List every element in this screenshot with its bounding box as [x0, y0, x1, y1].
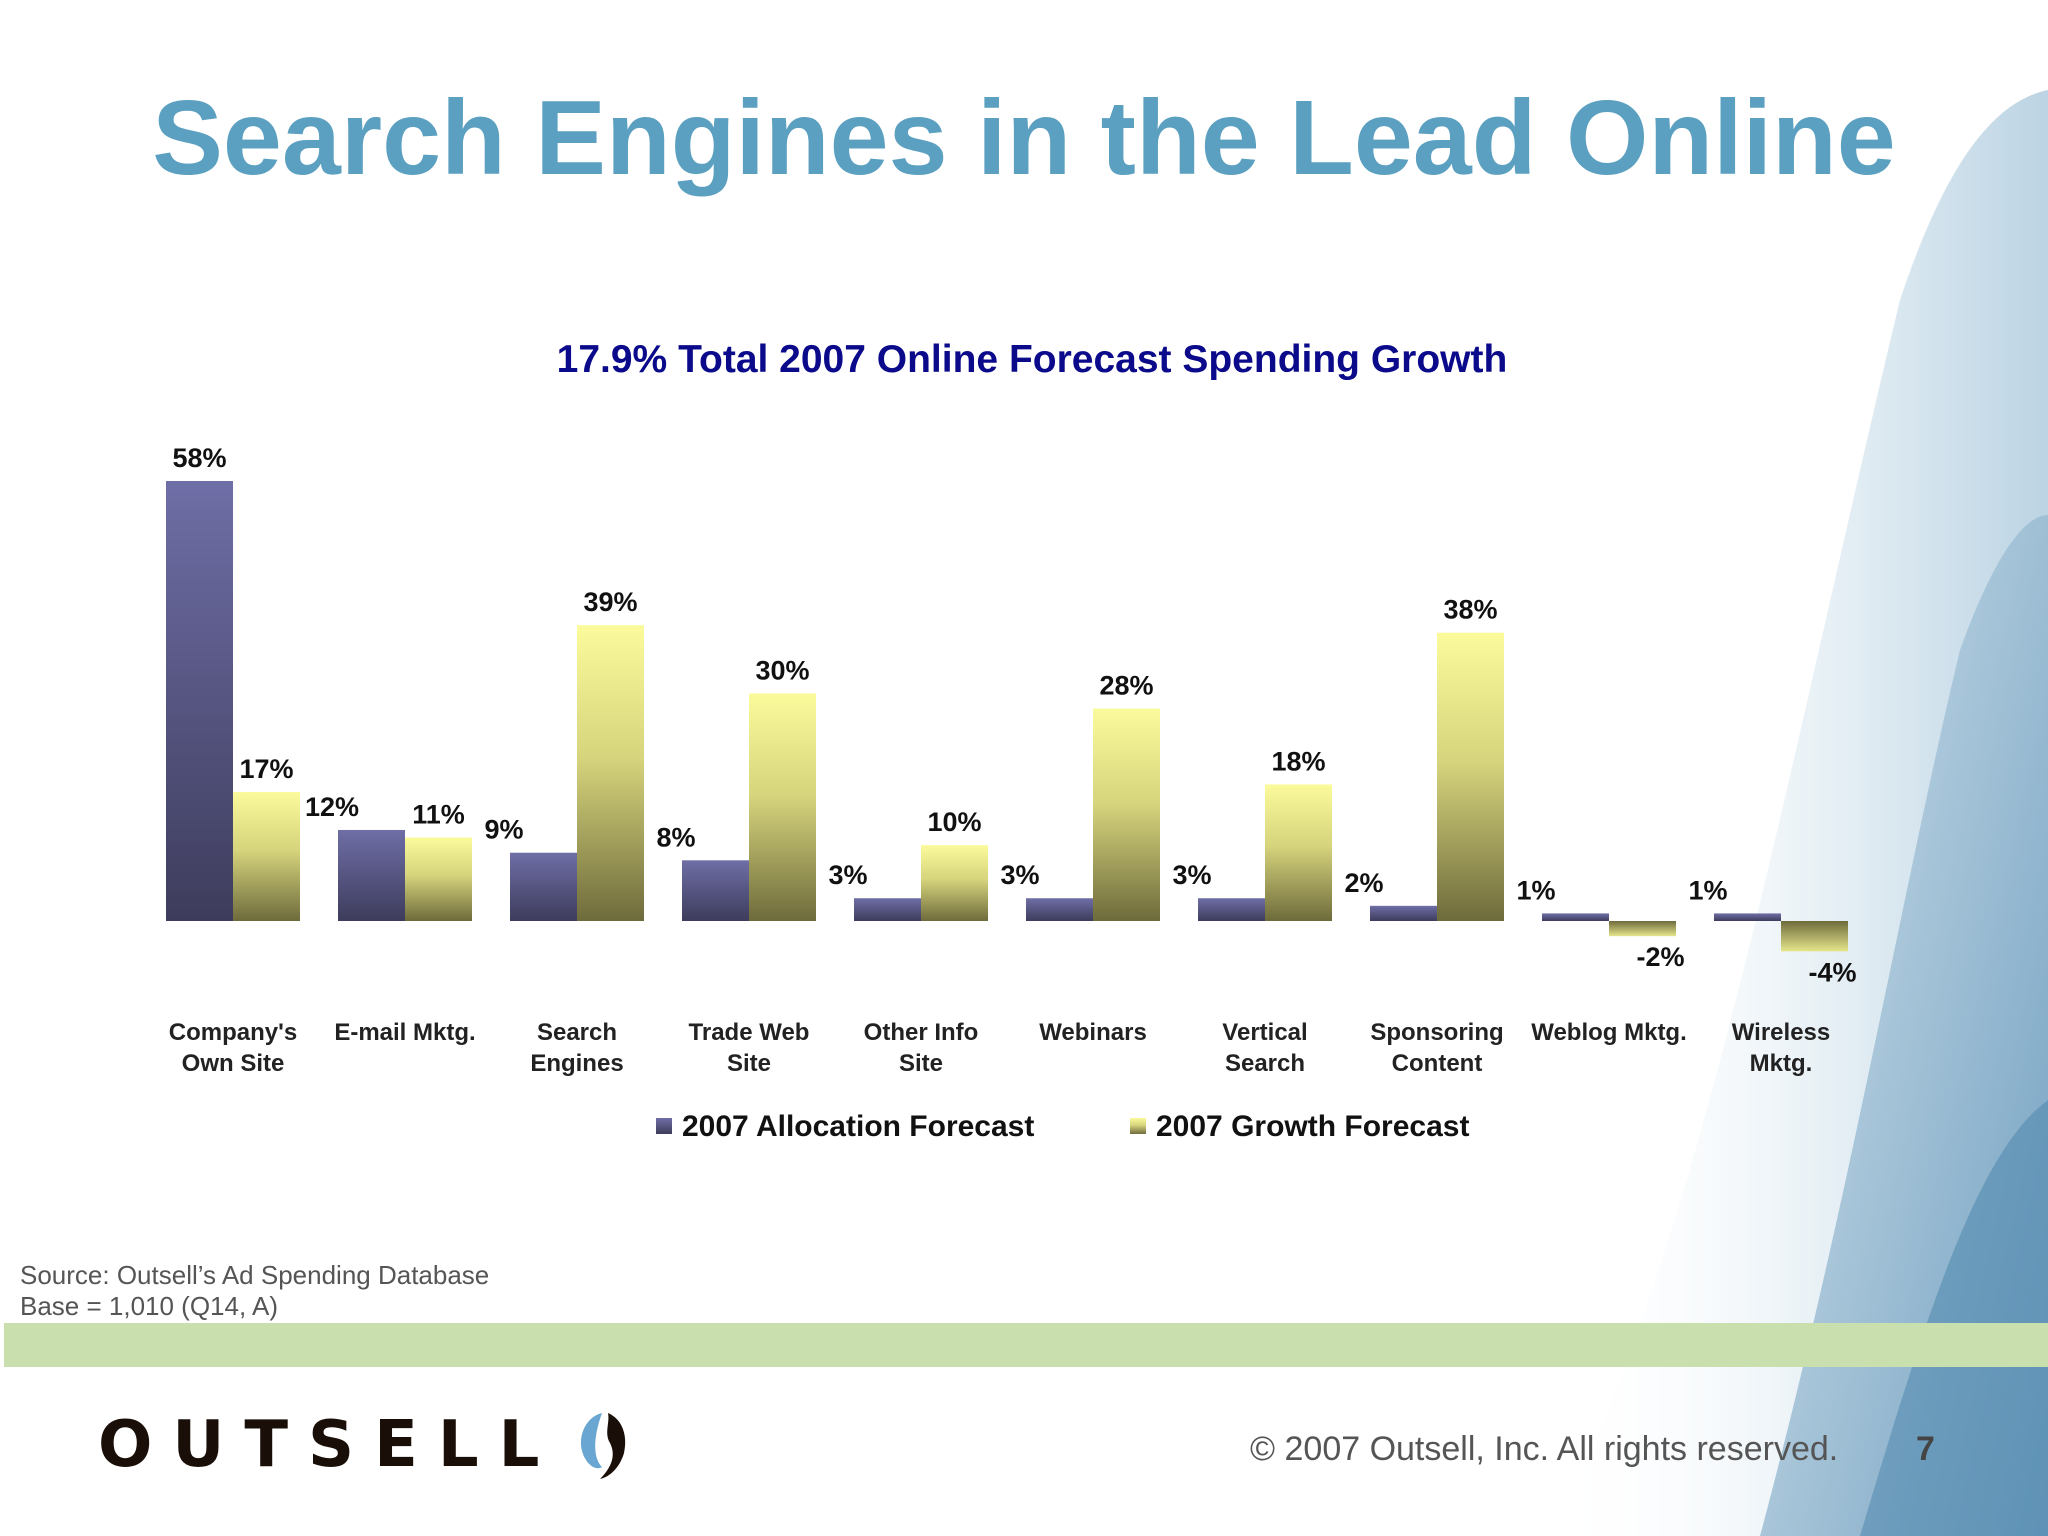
- growth-bar: [1609, 921, 1676, 937]
- data-label: -4%: [1808, 957, 1856, 987]
- category-label: Mktg.: [1750, 1050, 1813, 1077]
- data-label: 3%: [1000, 860, 1039, 890]
- data-label: 9%: [484, 815, 523, 845]
- data-label: 17%: [239, 754, 293, 784]
- logo-wordmark: OUTSELL: [98, 1408, 560, 1482]
- growth-bar: [1093, 708, 1160, 921]
- category-label: Webinars: [1039, 1019, 1147, 1046]
- allocation-bar: [1198, 898, 1265, 921]
- data-label: 38%: [1443, 595, 1497, 625]
- growth-bar: [749, 693, 816, 921]
- data-label: 58%: [172, 443, 226, 473]
- category-label: Site: [727, 1050, 771, 1077]
- category-label: Wireless: [1732, 1019, 1831, 1046]
- growth-bar: [1437, 632, 1504, 921]
- bars-group: [166, 481, 1848, 952]
- growth-bar: [1781, 921, 1848, 952]
- chart-title: 17.9% Total 2007 Online Forecast Spendin…: [557, 338, 1508, 381]
- footer-band: [4, 1323, 2048, 1367]
- growth-bar: [233, 792, 300, 921]
- allocation-bar: [682, 860, 749, 921]
- data-label: 28%: [1099, 671, 1153, 701]
- legend-swatch: [656, 1118, 672, 1134]
- logo-mark-icon: [580, 1413, 626, 1479]
- copyright-notice: © 2007 Outsell, Inc. All rights reserved…: [1250, 1430, 1839, 1468]
- category-label: Own Site: [182, 1050, 285, 1077]
- category-label: Other Info: [864, 1019, 979, 1046]
- category-label: Trade Web: [689, 1019, 810, 1046]
- page-number: 7: [1916, 1430, 1935, 1468]
- category-label: Search: [1225, 1050, 1305, 1077]
- legend: 2007 Allocation Forecast 2007 Growth Fore…: [656, 1110, 1469, 1143]
- category-label: Content: [1392, 1050, 1483, 1077]
- category-label: Company's: [169, 1019, 297, 1046]
- category-label: Weblog Mktg.: [1531, 1019, 1687, 1046]
- category-labels-group: Company's Own Site E-mail Mktg. Search Engin…: [169, 1019, 1830, 1077]
- data-label: -2%: [1636, 942, 1684, 972]
- slide-title: Search Engines in the Lead Online: [152, 79, 1896, 197]
- data-label: 11%: [412, 800, 465, 830]
- category-label: Engines: [530, 1050, 623, 1077]
- legend-label: 2007 Allocation Forecast: [682, 1110, 1034, 1143]
- allocation-bar: [338, 829, 405, 921]
- value-labels-group: 58% 17% 12% 11% 9% 39% 8% 30% 3% 10% 3% 28% 3% 18% 2% 3…: [172, 443, 1856, 987]
- allocation-bar: [854, 898, 921, 921]
- allocation-bar: [1370, 905, 1437, 921]
- data-label: 8%: [656, 822, 695, 852]
- source-note: Source: Outsell’s Ad Spending Database B…: [20, 1260, 489, 1322]
- data-label: 1%: [1688, 875, 1727, 905]
- data-label: 3%: [1172, 860, 1211, 890]
- data-label: 30%: [755, 655, 809, 685]
- legend-label: 2007 Growth Forecast: [1156, 1110, 1469, 1143]
- bar-chart: 17.9% Total 2007 Online Forecast Spendin…: [166, 338, 1857, 1143]
- data-label: 12%: [305, 792, 359, 822]
- category-label: Vertical: [1222, 1019, 1307, 1046]
- allocation-bar: [1026, 898, 1093, 921]
- growth-bar: [921, 845, 988, 921]
- source-line: Source: Outsell’s Ad Spending Database: [20, 1260, 490, 1290]
- data-label: 10%: [927, 807, 981, 837]
- allocation-bar: [510, 852, 577, 921]
- allocation-bar: [1542, 913, 1609, 921]
- outsell-logo: OUTSELL: [98, 1405, 644, 1485]
- base-line: Base = 1,010 (Q14, A): [20, 1291, 278, 1321]
- legend-swatch: [1130, 1118, 1146, 1134]
- category-label: Site: [899, 1050, 943, 1077]
- data-label: 2%: [1344, 868, 1383, 898]
- data-label: 3%: [828, 860, 867, 890]
- data-label: 1%: [1516, 875, 1555, 905]
- category-label: Sponsoring: [1370, 1019, 1503, 1046]
- background-swoosh-deep: [1860, 1100, 2048, 1536]
- data-label: 39%: [583, 587, 637, 617]
- data-label: 18%: [1271, 746, 1325, 776]
- category-label: Search: [537, 1019, 617, 1046]
- allocation-bar: [166, 481, 233, 921]
- growth-bar: [577, 625, 644, 921]
- category-label: E-mail Mktg.: [334, 1019, 475, 1046]
- growth-bar: [405, 837, 472, 921]
- allocation-bar: [1714, 913, 1781, 921]
- growth-bar: [1265, 784, 1332, 921]
